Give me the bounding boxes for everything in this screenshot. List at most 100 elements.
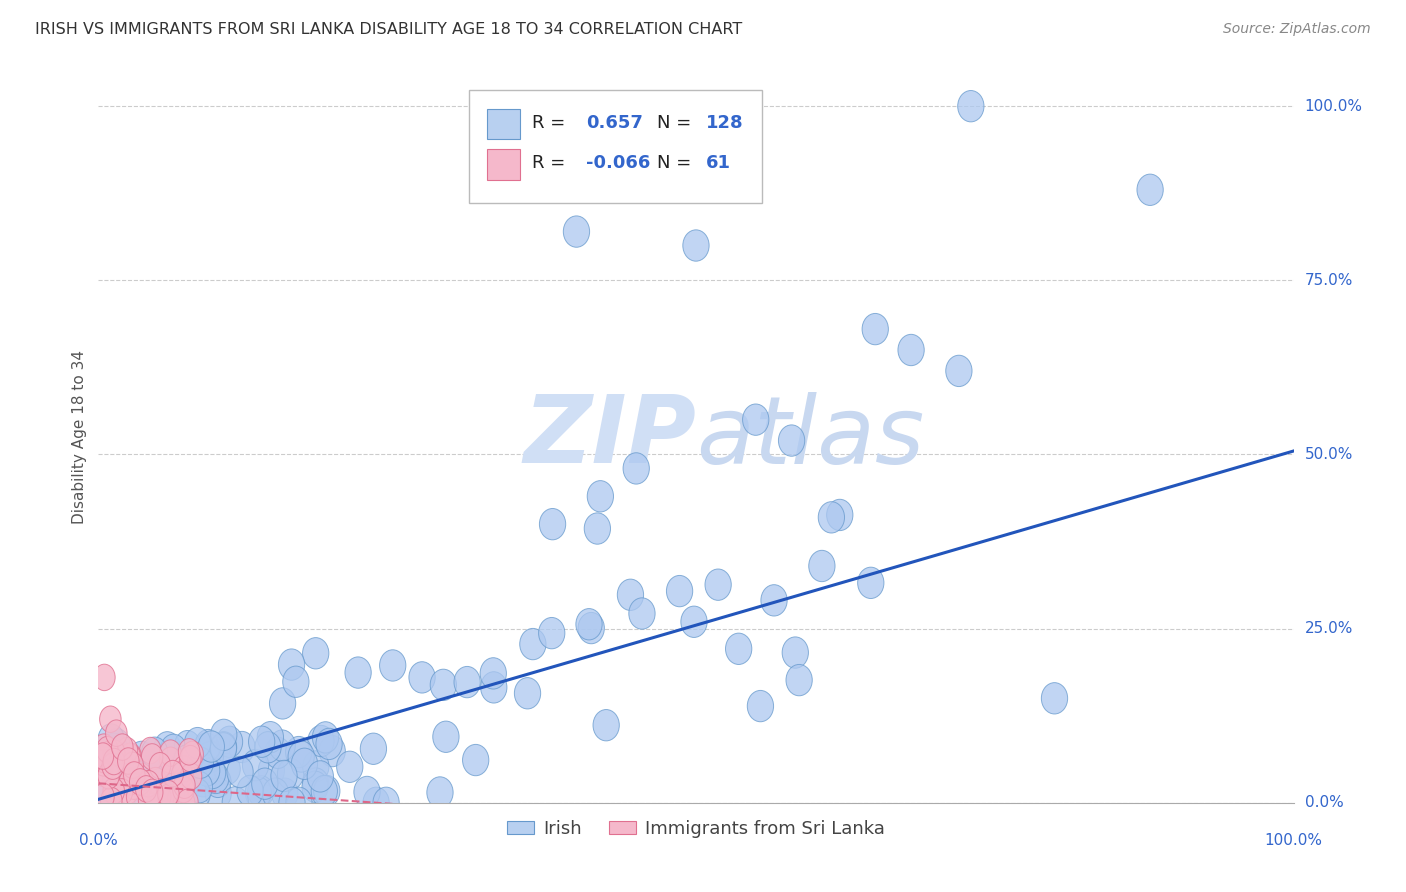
Ellipse shape	[515, 678, 541, 709]
Ellipse shape	[124, 762, 145, 789]
Ellipse shape	[269, 730, 295, 761]
Ellipse shape	[264, 737, 291, 769]
Ellipse shape	[184, 778, 211, 810]
Ellipse shape	[373, 787, 399, 819]
Ellipse shape	[93, 749, 114, 776]
Ellipse shape	[360, 733, 387, 764]
Ellipse shape	[666, 575, 693, 607]
Ellipse shape	[302, 771, 328, 803]
Ellipse shape	[818, 501, 845, 533]
Ellipse shape	[946, 355, 972, 386]
Ellipse shape	[862, 313, 889, 345]
Ellipse shape	[129, 769, 150, 795]
Ellipse shape	[380, 649, 406, 681]
Ellipse shape	[222, 787, 249, 818]
Ellipse shape	[205, 778, 232, 809]
Ellipse shape	[93, 743, 114, 769]
Ellipse shape	[628, 598, 655, 629]
Ellipse shape	[211, 732, 236, 764]
Ellipse shape	[170, 783, 195, 814]
Text: 0.0%: 0.0%	[79, 833, 118, 848]
Ellipse shape	[176, 756, 202, 788]
Ellipse shape	[312, 722, 339, 753]
Text: R =: R =	[533, 113, 565, 131]
Text: IRISH VS IMMIGRANTS FROM SRI LANKA DISABILITY AGE 18 TO 34 CORRELATION CHART: IRISH VS IMMIGRANTS FROM SRI LANKA DISAB…	[35, 22, 742, 37]
Text: -0.066: -0.066	[586, 153, 651, 172]
Ellipse shape	[683, 230, 709, 261]
Ellipse shape	[91, 740, 118, 772]
Text: 61: 61	[706, 153, 731, 172]
Ellipse shape	[155, 731, 180, 763]
Ellipse shape	[101, 788, 122, 814]
Ellipse shape	[136, 755, 163, 787]
Ellipse shape	[283, 666, 309, 698]
Ellipse shape	[98, 723, 124, 756]
Text: 100.0%: 100.0%	[1305, 99, 1362, 113]
Ellipse shape	[270, 688, 295, 719]
Ellipse shape	[120, 743, 141, 770]
Text: 50.0%: 50.0%	[1305, 447, 1353, 462]
Ellipse shape	[433, 721, 460, 753]
Ellipse shape	[288, 740, 315, 772]
Ellipse shape	[97, 761, 118, 788]
Bar	[486, 149, 520, 179]
Ellipse shape	[117, 738, 138, 764]
Ellipse shape	[103, 764, 129, 795]
Ellipse shape	[302, 638, 329, 669]
Ellipse shape	[180, 763, 202, 789]
Ellipse shape	[190, 765, 217, 797]
Ellipse shape	[593, 709, 619, 741]
Ellipse shape	[538, 617, 565, 648]
Ellipse shape	[181, 741, 204, 768]
Ellipse shape	[257, 722, 284, 753]
Ellipse shape	[285, 787, 312, 819]
Ellipse shape	[786, 665, 813, 696]
Ellipse shape	[319, 735, 346, 767]
Text: R =: R =	[533, 153, 565, 172]
Text: N =: N =	[657, 153, 690, 172]
Ellipse shape	[160, 739, 181, 766]
Ellipse shape	[91, 743, 114, 770]
Ellipse shape	[184, 728, 211, 759]
Ellipse shape	[808, 550, 835, 582]
Legend: Irish, Immigrants from Sri Lanka: Irish, Immigrants from Sri Lanka	[501, 813, 891, 845]
Ellipse shape	[94, 665, 115, 690]
Ellipse shape	[120, 769, 141, 795]
Ellipse shape	[105, 720, 127, 747]
Ellipse shape	[149, 783, 172, 809]
Ellipse shape	[277, 758, 304, 789]
Ellipse shape	[167, 784, 188, 811]
Ellipse shape	[540, 508, 565, 540]
FancyBboxPatch shape	[470, 90, 762, 203]
Ellipse shape	[254, 731, 281, 763]
Ellipse shape	[101, 753, 124, 780]
Ellipse shape	[278, 648, 305, 681]
Ellipse shape	[520, 628, 546, 660]
Ellipse shape	[91, 759, 112, 786]
Text: Source: ZipAtlas.com: Source: ZipAtlas.com	[1223, 22, 1371, 37]
Ellipse shape	[311, 775, 337, 806]
Ellipse shape	[195, 730, 221, 761]
Ellipse shape	[623, 453, 650, 484]
Ellipse shape	[704, 569, 731, 600]
Ellipse shape	[314, 775, 340, 806]
Ellipse shape	[578, 613, 605, 644]
Ellipse shape	[454, 666, 481, 698]
Ellipse shape	[103, 778, 125, 805]
Ellipse shape	[107, 750, 134, 781]
Ellipse shape	[173, 776, 194, 803]
Ellipse shape	[120, 768, 141, 795]
Ellipse shape	[124, 773, 145, 799]
Ellipse shape	[100, 706, 121, 732]
Ellipse shape	[229, 731, 254, 763]
Ellipse shape	[316, 728, 342, 760]
Ellipse shape	[142, 744, 163, 770]
Ellipse shape	[259, 755, 284, 786]
Ellipse shape	[157, 780, 179, 806]
Ellipse shape	[173, 746, 200, 777]
Ellipse shape	[1137, 174, 1163, 205]
Ellipse shape	[145, 767, 166, 794]
Ellipse shape	[97, 737, 118, 763]
Ellipse shape	[122, 752, 143, 779]
Text: 0.0%: 0.0%	[1305, 796, 1343, 810]
